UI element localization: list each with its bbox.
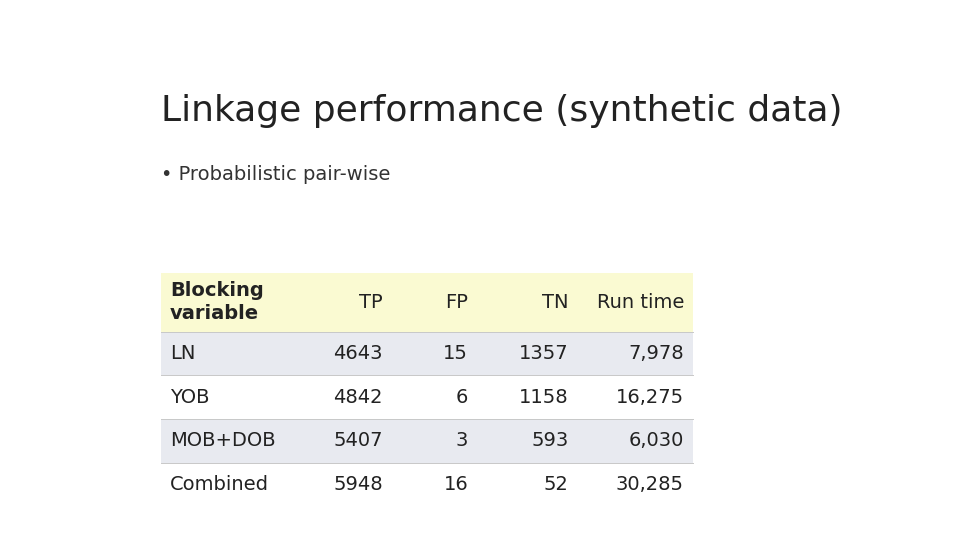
Text: 16: 16 [444, 475, 468, 494]
Bar [161, 463, 693, 507]
Text: FP: FP [445, 293, 468, 312]
Text: YOB: YOB [170, 388, 209, 407]
Text: 5948: 5948 [333, 475, 383, 494]
Text: LN: LN [170, 344, 195, 363]
Bar [161, 375, 693, 419]
Bar [161, 332, 693, 375]
Text: 3: 3 [456, 431, 468, 450]
Text: 4643: 4643 [333, 344, 383, 363]
Text: 4842: 4842 [333, 388, 383, 407]
Text: 16,275: 16,275 [615, 388, 684, 407]
Text: 52: 52 [543, 475, 568, 494]
Text: Linkage performance (synthetic data): Linkage performance (synthetic data) [161, 94, 843, 128]
Bar [161, 419, 693, 463]
Text: • Probabilistic pair-wise: • Probabilistic pair-wise [161, 165, 391, 184]
Text: 30,285: 30,285 [616, 475, 684, 494]
Text: 5407: 5407 [333, 431, 383, 450]
Text: MOB+DOB: MOB+DOB [170, 431, 276, 450]
Text: 6,030: 6,030 [629, 431, 684, 450]
Text: 7,978: 7,978 [629, 344, 684, 363]
Text: TP: TP [359, 293, 383, 312]
Text: TN: TN [542, 293, 568, 312]
Text: 1357: 1357 [519, 344, 568, 363]
Text: Run time: Run time [596, 293, 684, 312]
Text: 593: 593 [532, 431, 568, 450]
Text: Combined: Combined [170, 475, 269, 494]
Text: 15: 15 [444, 344, 468, 363]
Text: 6: 6 [456, 388, 468, 407]
Text: 1158: 1158 [519, 388, 568, 407]
Text: Blocking
variable: Blocking variable [170, 281, 264, 323]
Bar [161, 273, 693, 332]
